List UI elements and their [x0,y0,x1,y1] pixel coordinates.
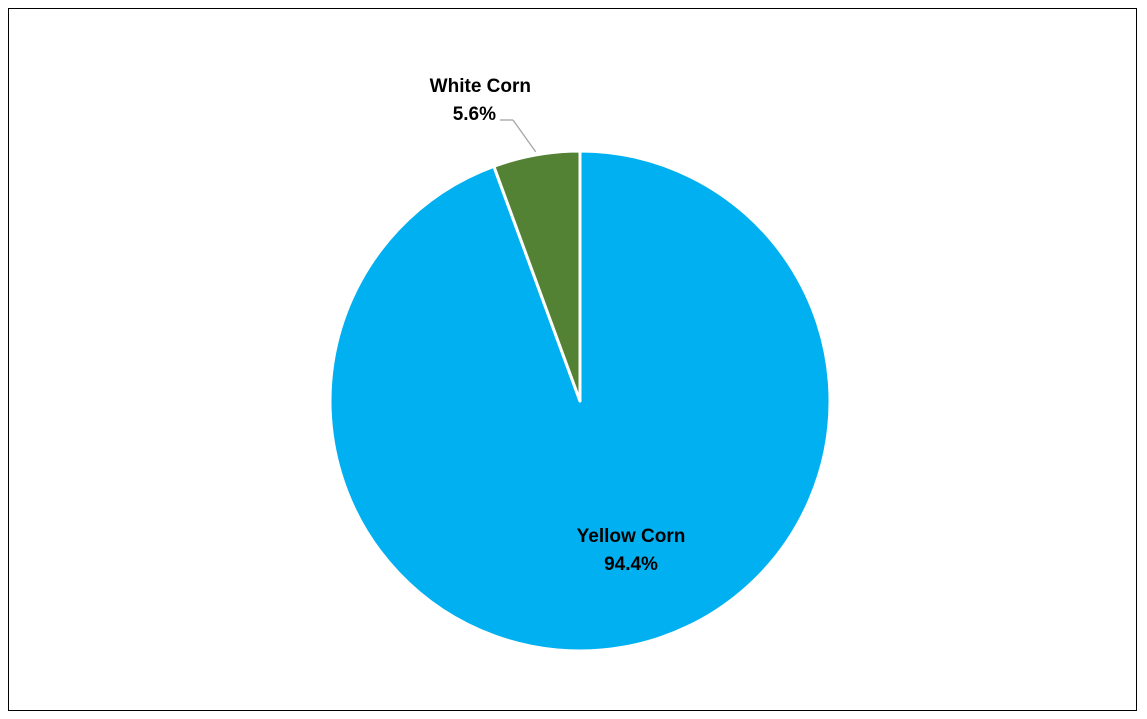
white-corn-percent-label: 5.6% [453,104,496,125]
white-corn-leader-line [512,119,537,153]
pie-slice-white-corn [492,149,582,403]
yellow-corn-name-label: Yellow Corn [577,526,686,547]
yellow-corn-percent-label: 94.4% [604,554,658,575]
white-corn-name-label: White Corn [430,76,531,97]
pie-slices [328,149,832,653]
